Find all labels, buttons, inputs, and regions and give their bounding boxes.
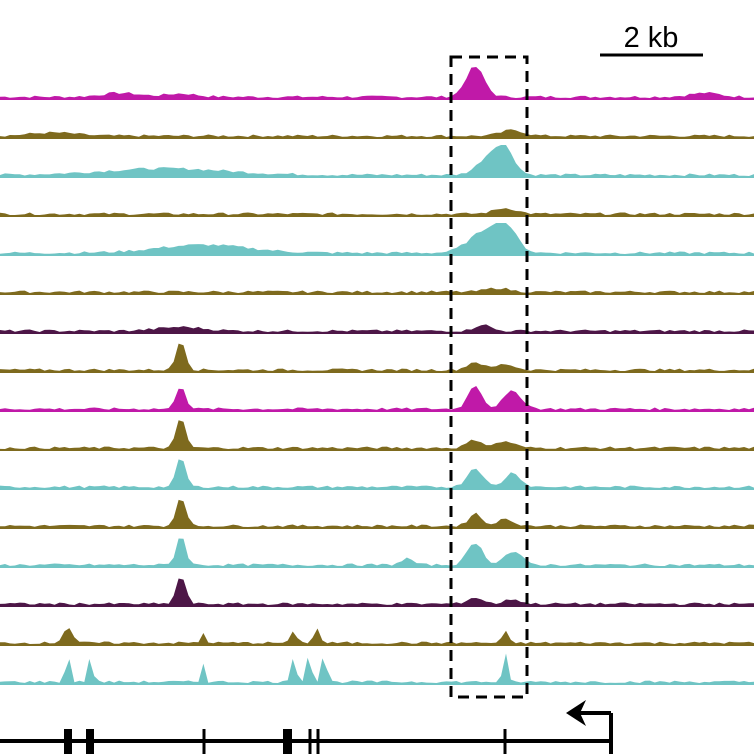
signal-track-13 [0,538,754,567]
exon-block [86,729,94,754]
signal-track-06 [0,287,754,294]
signal-track-14 [0,578,754,606]
signal-track-09 [0,386,754,411]
signal-track-02 [0,129,754,138]
signal-track-08 [0,343,754,372]
signal-track-16 [0,653,754,684]
signal-track-05 [0,223,754,255]
signal-tracks [0,67,754,685]
signal-track-15 [0,628,754,645]
exon-block [64,729,72,754]
tss-arrow-icon [566,700,611,726]
highlight-region-box [449,55,529,699]
signal-track-04 [0,208,754,216]
exon-block [283,729,292,754]
gene-model [0,713,613,754]
signal-track-03 [0,145,754,177]
signal-track-12 [0,499,754,528]
scale-bar-label: 2 kb [624,22,679,54]
signal-track-10 [0,420,754,450]
scale-bar: 2 kb [600,22,703,57]
signal-track-07 [0,324,754,333]
signal-track-11 [0,459,754,489]
signal-track-01 [0,67,754,99]
